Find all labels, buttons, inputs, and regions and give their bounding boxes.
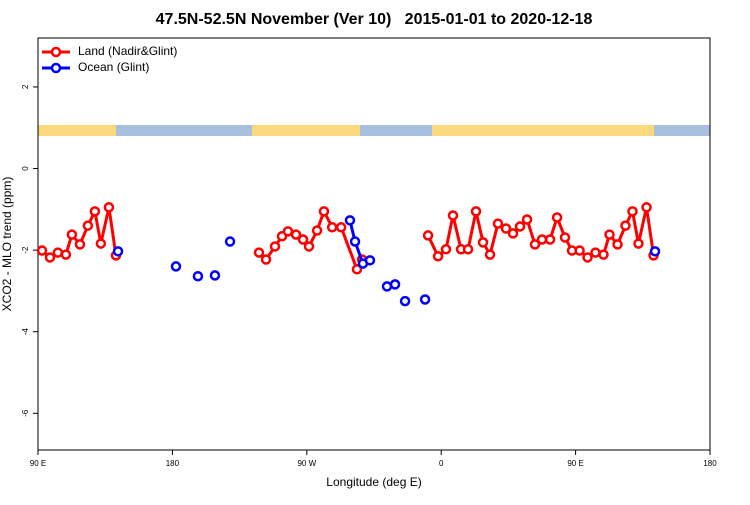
data-point [318, 206, 330, 217]
legend-marker [50, 62, 62, 74]
data-point [641, 202, 652, 213]
data-point [627, 206, 638, 217]
x-axis-label: Longitude (deg E) [326, 475, 421, 489]
data-point [52, 247, 64, 258]
data-point [82, 220, 94, 231]
data-point [66, 229, 78, 240]
series-line [41, 206, 118, 260]
x-tick-label: 90 E [567, 459, 583, 468]
x-tick-label: 90 E [30, 459, 46, 468]
data-point [326, 222, 338, 233]
data-point [399, 295, 411, 307]
data-point [432, 250, 444, 262]
y-tick-label: -6 [21, 409, 30, 417]
data-point [598, 249, 609, 260]
data-point [477, 237, 489, 248]
data-point [112, 246, 124, 257]
data-point [649, 246, 661, 257]
data-point [514, 221, 526, 232]
data-point [484, 249, 496, 260]
chart-title: 47.5N-52.5N November (Ver 10) 2015-01-01… [156, 11, 593, 28]
data-point [559, 232, 571, 243]
data-point [290, 229, 302, 240]
data-point [529, 239, 541, 250]
y-tick-label: 2 [21, 84, 30, 89]
data-point [551, 212, 563, 223]
data-point [500, 223, 512, 234]
legend-marker [50, 46, 62, 58]
data-point [604, 229, 615, 240]
legend-label: Ocean (Glint) [78, 60, 149, 74]
data-point [470, 206, 482, 217]
data-point [620, 220, 631, 231]
y-axis-label: XCO2 - MLO trend (ppm) [0, 177, 14, 312]
legend-label: Land (Nadir&Glint) [78, 44, 177, 58]
data-point [462, 244, 474, 255]
data-point [612, 239, 623, 250]
data-point [521, 214, 533, 225]
data-point [582, 252, 593, 263]
y-tick-label: -4 [21, 328, 30, 336]
data-point [590, 247, 601, 258]
data-point [389, 279, 401, 290]
x-tick-label: 90 W [297, 459, 316, 468]
data-point [95, 238, 107, 249]
x-tick-label: 180 [166, 459, 180, 468]
y-tick-label: 0 [21, 166, 30, 171]
plot-frame [37, 37, 711, 451]
data-point [574, 245, 585, 256]
data-point [74, 239, 86, 250]
data-point [447, 210, 459, 221]
data-point [269, 241, 281, 252]
data-point [422, 230, 434, 241]
data-point [253, 247, 265, 258]
data-point [633, 238, 644, 249]
data-point [344, 215, 356, 226]
data-point [492, 218, 504, 229]
data-point [335, 222, 347, 233]
data-point [260, 254, 272, 265]
data-point [103, 202, 115, 213]
x-tick-label: 180 [703, 459, 717, 468]
data-point [282, 226, 294, 237]
data-point [536, 234, 548, 245]
data-point [209, 270, 221, 281]
data-point [507, 228, 519, 239]
data-point [224, 236, 236, 247]
data-point [544, 234, 556, 245]
data-point [440, 244, 452, 255]
land-ocean-strip [38, 125, 710, 136]
data-point [381, 281, 393, 292]
data-point [192, 270, 204, 282]
data-point [364, 255, 376, 266]
y-tick-label: -2 [21, 246, 30, 254]
data-point [44, 252, 56, 263]
x-tick-label: 0 [439, 459, 444, 468]
data-point [419, 294, 431, 305]
data-point [297, 234, 309, 245]
data-point [60, 249, 72, 260]
data-point [351, 264, 363, 275]
data-point [36, 245, 48, 256]
data-point [303, 241, 315, 252]
data-point [89, 206, 101, 217]
data-point [349, 236, 361, 247]
data-point [170, 261, 182, 272]
data-point [311, 225, 323, 236]
